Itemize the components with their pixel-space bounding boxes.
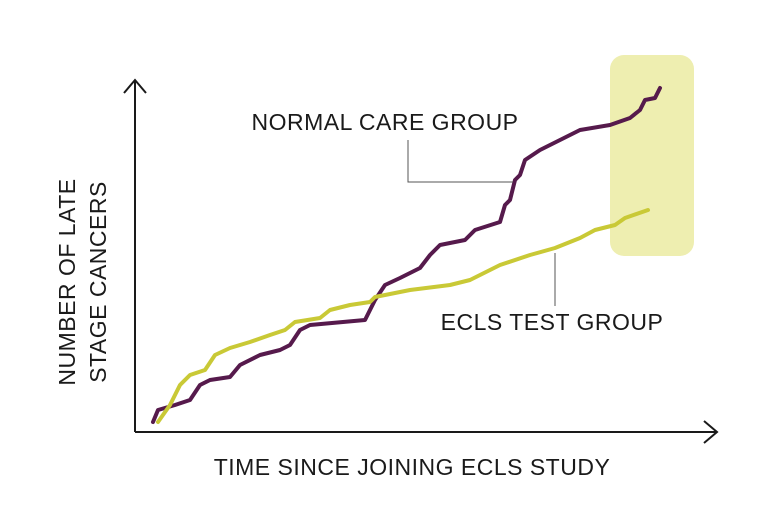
series-line [151,86,662,424]
y-axis-arrow [123,78,147,94]
series-line [156,208,650,424]
y-axis-label: NUMBER OF LATE [54,178,80,385]
x-axis-arrow [703,420,719,444]
leader-line [407,140,513,183]
x-axis-label: TIME SINCE JOINING ECLS STUDY [214,454,611,480]
y-axis-label: STAGE CANCERS [85,181,111,383]
series-label: NORMAL CARE GROUP [251,109,518,135]
series-label: ECLS TEST GROUP [441,309,664,335]
plot-area [151,86,662,424]
highlight-box [610,55,694,256]
